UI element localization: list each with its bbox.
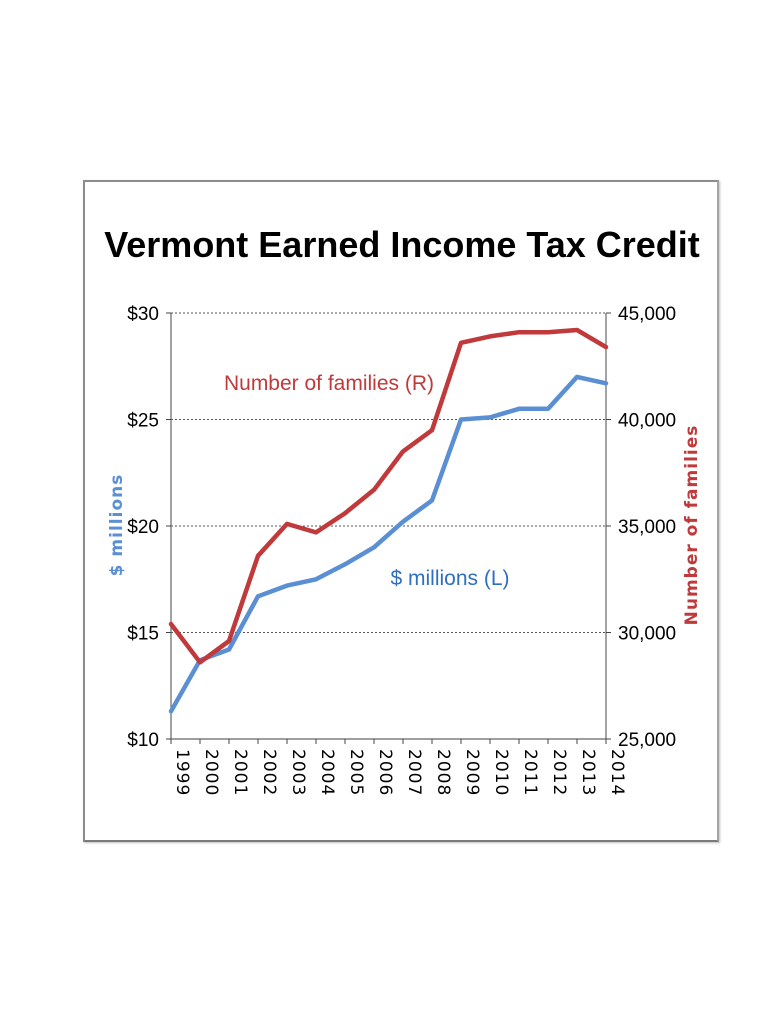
x-tick-label: 2002 (259, 749, 279, 796)
x-tick-label: 2005 (346, 749, 366, 796)
right-axis-ticks: 25,000 30,000 35,000 40,000 45,000 (606, 304, 676, 751)
right-axis-label: Number of families (682, 425, 702, 626)
x-tick-label: 2001 (230, 749, 250, 796)
x-tick-label: 2010 (491, 749, 511, 796)
series-annotation-families: Number of families (R) (224, 372, 434, 395)
x-axis-ticks: 1999 2000 2001 2002 2003 2004 2005 2006 2007 2008… (170, 739, 627, 796)
left-tick-label: $15 (127, 624, 159, 645)
x-tick-label: 2008 (433, 749, 453, 796)
x-tick-label: 2009 (462, 749, 482, 796)
series-line-families (168, 327, 609, 665)
left-tick-label: $10 (127, 730, 159, 751)
left-tick-label: $30 (127, 304, 159, 325)
x-tick-label: 2004 (317, 749, 337, 796)
left-tick-label: $20 (127, 517, 159, 538)
right-tick-label: 30,000 (618, 624, 676, 645)
right-tick-label: 25,000 (618, 730, 676, 751)
left-axis-label: $ millions (107, 474, 127, 577)
x-tick-label: 2013 (578, 749, 598, 796)
left-axis-ticks: $10 $15 $20 $25 $30 (127, 304, 171, 751)
x-tick-label: 1999 (172, 749, 192, 796)
x-tick-label: 2003 (288, 749, 308, 796)
series-annotation-millions: $ millions (L) (390, 567, 509, 590)
chart-title: Vermont Earned Income Tax Credit (104, 224, 700, 265)
chart-frame (83, 180, 719, 842)
x-tick-label: 2007 (404, 749, 424, 796)
gridlines (171, 312, 606, 633)
left-tick-label: $25 (127, 411, 159, 432)
x-tick-label: 2011 (520, 749, 540, 796)
series-lines (168, 327, 609, 714)
x-tick-label: 2000 (201, 749, 221, 796)
series-line-millions (168, 374, 609, 714)
x-tick-label: 2014 (607, 749, 627, 796)
x-tick-label: 2012 (549, 749, 569, 796)
right-tick-label: 45,000 (618, 304, 676, 325)
right-tick-label: 35,000 (618, 517, 676, 538)
right-tick-label: 40,000 (618, 411, 676, 432)
x-tick-label: 2006 (375, 749, 395, 796)
